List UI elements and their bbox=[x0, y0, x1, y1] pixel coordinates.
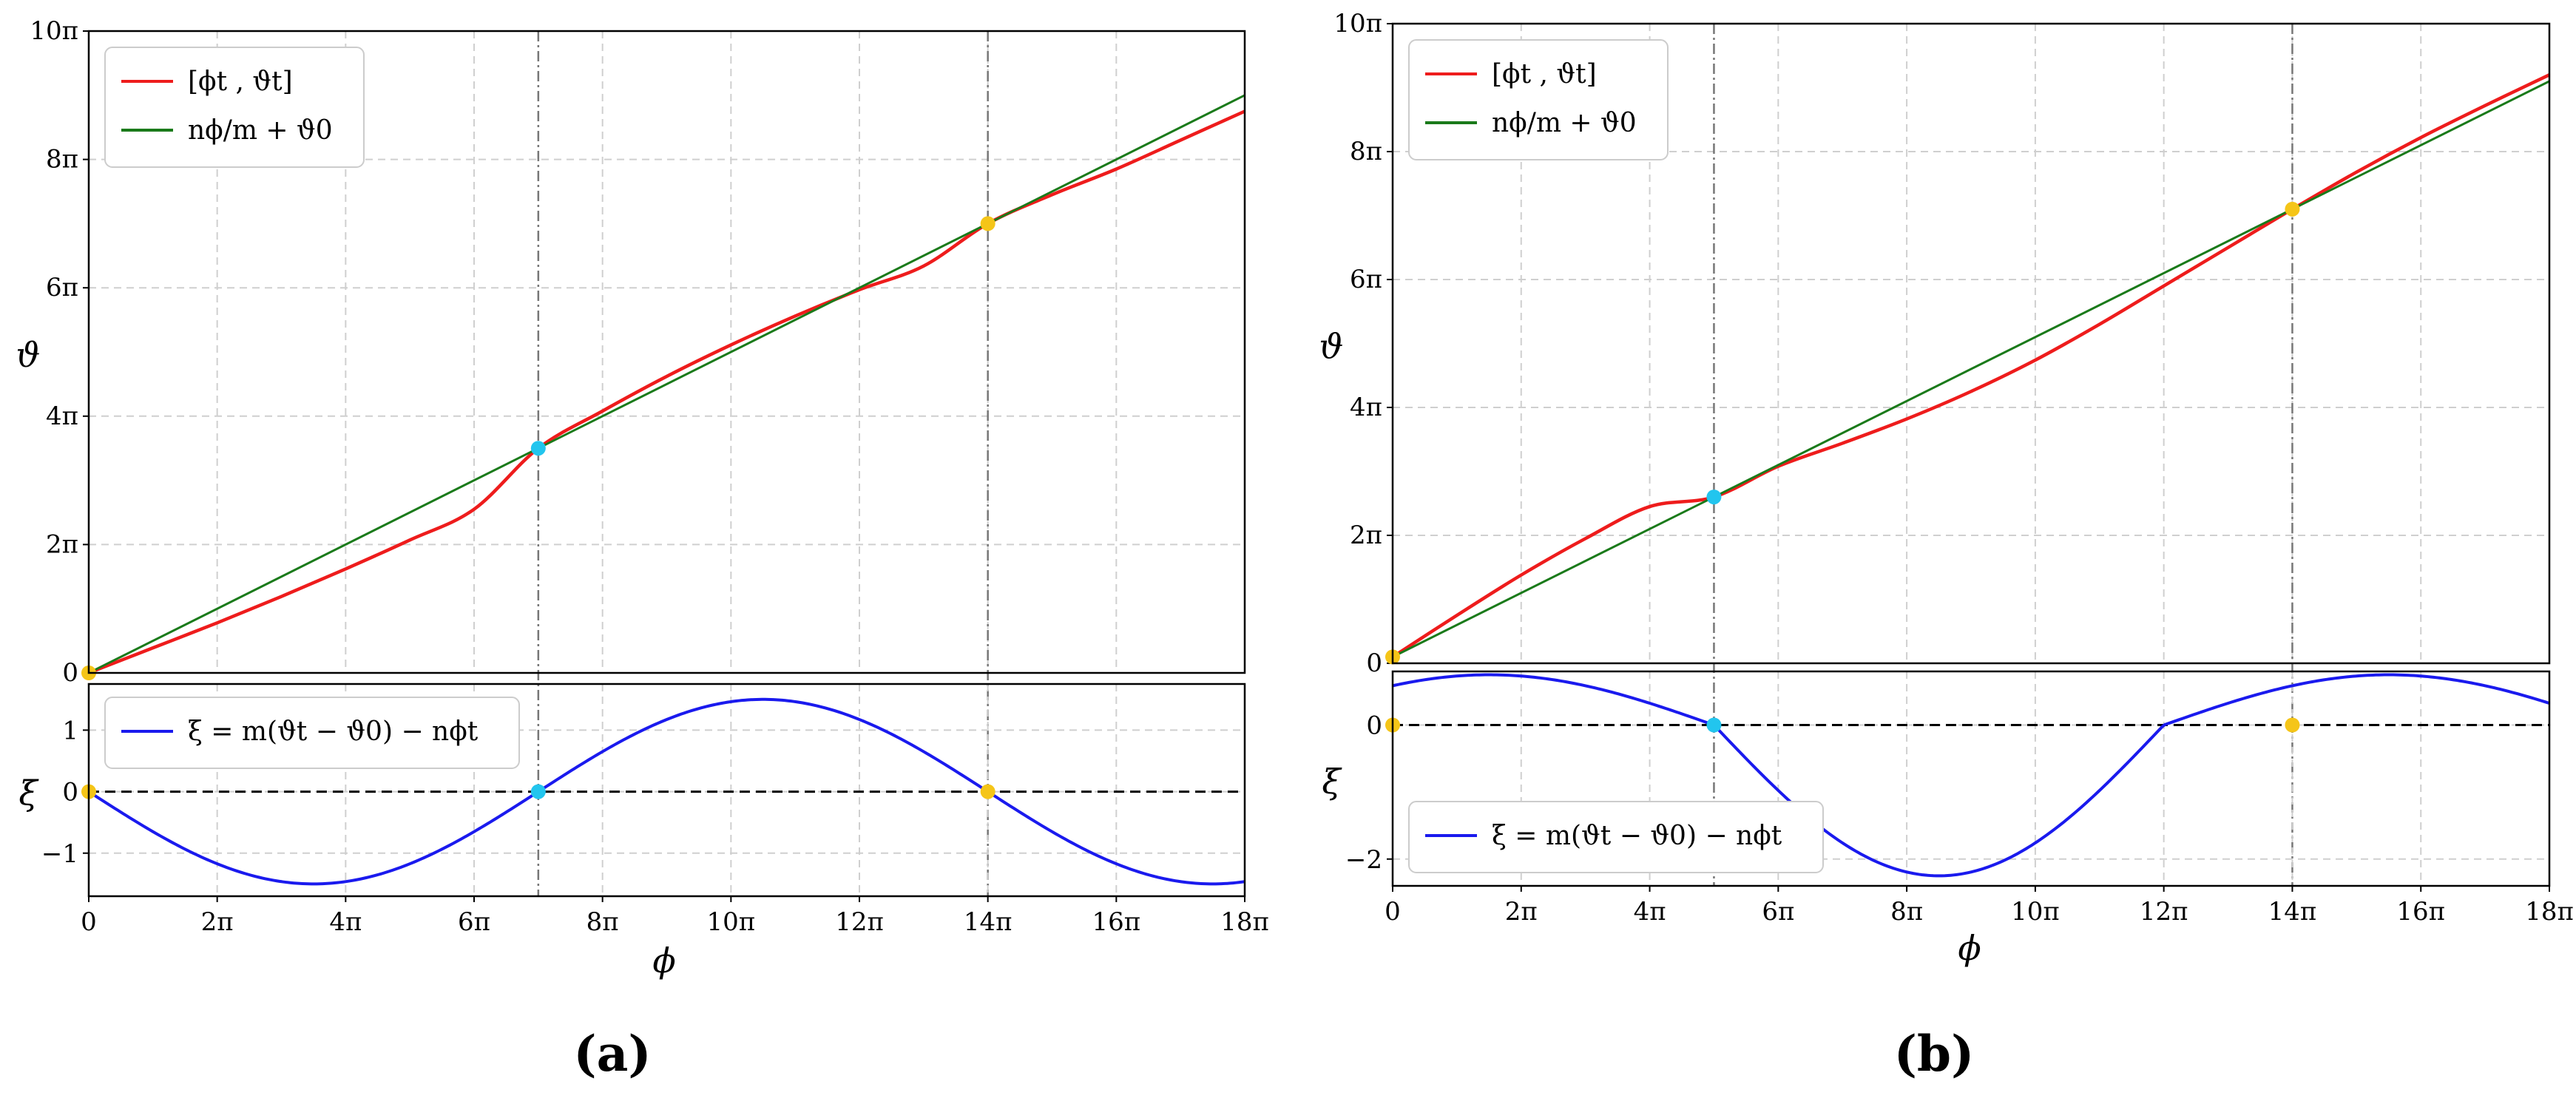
xi-curve bbox=[1392, 673, 2550, 878]
panel-b-top-plot: 0 2π 4π 6π 8π 10π [ϕt , ϑt] nϕ/m + ϑ0 ϑ bbox=[1319, 9, 2551, 886]
legend-box bbox=[1408, 801, 1824, 873]
top-y-axis-label: ϑ bbox=[1319, 327, 1344, 367]
top-plot-frame bbox=[1391, 22, 2551, 665]
panel-b-bottom-plot: −2 0 ξ = m(ϑt − ϑ0) − nϕt ξ bbox=[1322, 670, 2551, 887]
top-y-tick-label-0: 0 bbox=[1366, 648, 1382, 678]
trajectory-line bbox=[1391, 73, 2550, 659]
legend-label-linear: nϕ/m + ϑ0 bbox=[188, 115, 333, 146]
top-y-tick-label-1: 2π bbox=[46, 529, 78, 559]
legend-label-xi: ξ = m(ϑt − ϑ0) − nϕt bbox=[188, 717, 479, 747]
x-tick-label-8: 16π bbox=[1092, 907, 1141, 937]
legend-label-linear: nϕ/m + ϑ0 bbox=[1492, 108, 1637, 138]
x-tick-label-7: 14π bbox=[964, 907, 1013, 937]
bottom-y-tick-label-0: −1 bbox=[41, 839, 78, 869]
x-tick-label-6: 12π bbox=[835, 907, 884, 937]
x-tick-label-1: 2π bbox=[1505, 897, 1538, 927]
legend-box bbox=[1408, 39, 1669, 160]
xi-curve bbox=[87, 697, 1245, 886]
panel-a-x-ticks: 0 2π 4π 6π 8π 10π 12π 14π 16π 18π bbox=[81, 896, 1269, 937]
panel-a-x-axis-label: ϕ bbox=[652, 941, 675, 981]
panel-b-x-axis-label: ϕ bbox=[1958, 928, 1981, 968]
trajectory-line bbox=[88, 109, 1245, 675]
legend-label-traj: [ϕt , ϑt] bbox=[1492, 59, 1597, 89]
legend-label-xi: ξ = m(ϑt − ϑ0) − nϕt bbox=[1492, 821, 1782, 851]
top-y-tick-label-0: 0 bbox=[62, 658, 78, 688]
top-y-tick-label-3: 6π bbox=[1350, 265, 1382, 294]
bottom-marker-cyan-1 bbox=[530, 784, 546, 799]
x-tick-label-6: 12π bbox=[2140, 897, 2188, 927]
panel-b-x-ticks: 0 2π 4π 6π 8π 10π 12π 14π 16π 18π bbox=[1385, 886, 2574, 927]
bottom-marker-yellow-2 bbox=[2285, 717, 2300, 733]
panel-a-bottom-plot: −1 0 1 ξ = m(ϑt − ϑ0) − nϕt ξ bbox=[18, 683, 1246, 898]
x-tick-label-4: 8π bbox=[1890, 897, 1923, 927]
bottom-y-axis-label: ξ bbox=[18, 773, 39, 813]
x-tick-label-5: 10π bbox=[2011, 897, 2060, 927]
bottom-y-tick-label-1: 0 bbox=[1366, 711, 1382, 741]
bottom-y-tick-label-1: 0 bbox=[62, 778, 78, 807]
top-plot-frame bbox=[87, 30, 1246, 674]
panel-a-top-plot: 0 2π 4π 6π 8π 10π [ϕt , ϑt] nϕ/m + ϑ0 ϑ bbox=[16, 16, 1246, 896]
top-y-tick-label-5: 10π bbox=[30, 16, 78, 46]
top-marker-yellow-2 bbox=[980, 216, 995, 231]
panel-a-label: (a) bbox=[573, 1025, 651, 1083]
top-marker-cyan-1 bbox=[530, 441, 546, 456]
x-tick-label-0: 0 bbox=[1385, 897, 1401, 927]
panel-b-label: (b) bbox=[1894, 1025, 1975, 1083]
legend-box bbox=[104, 697, 520, 769]
bottom-marker-cyan-1 bbox=[1706, 717, 1722, 733]
legend-label-traj: [ϕt , ϑt] bbox=[188, 67, 293, 97]
x-tick-label-4: 8π bbox=[586, 907, 619, 937]
bottom-y-tick-label-2: 1 bbox=[62, 716, 78, 745]
x-tick-label-5: 10π bbox=[707, 907, 756, 937]
bottom-plot-frame bbox=[1391, 670, 2551, 887]
top-y-axis-label: ϑ bbox=[16, 335, 41, 375]
top-y-tick-label-2: 4π bbox=[46, 402, 78, 431]
x-tick-label-0: 0 bbox=[81, 907, 97, 937]
x-tick-label-7: 14π bbox=[2268, 897, 2317, 927]
legend-box bbox=[104, 47, 365, 168]
bottom-marker-yellow-2 bbox=[980, 784, 995, 799]
bottom-y-tick-label-0: −2 bbox=[1345, 845, 1382, 875]
bottom-y-axis-label: ξ bbox=[1322, 762, 1342, 802]
linear-fit-line bbox=[1392, 80, 2550, 658]
panel-a: 0 2π 4π 6π 8π 10π [ϕt , ϑt] nϕ/m + ϑ0 ϑ −1 0 1 ξ = … bbox=[16, 16, 1269, 1083]
x-tick-label-2: 4π bbox=[1634, 897, 1666, 927]
top-marker-yellow-2 bbox=[2285, 201, 2300, 217]
top-marker-cyan-1 bbox=[1706, 490, 1722, 505]
x-tick-label-2: 4π bbox=[329, 907, 362, 937]
x-tick-label-1: 2π bbox=[201, 907, 234, 937]
x-tick-label-3: 6π bbox=[1762, 897, 1794, 927]
x-tick-label-3: 6π bbox=[458, 907, 490, 937]
top-y-tick-label-1: 2π bbox=[1350, 521, 1382, 550]
x-tick-label-9: 18π bbox=[1220, 907, 1269, 937]
x-tick-label-9: 18π bbox=[2525, 897, 2574, 927]
x-tick-label-8: 16π bbox=[2396, 897, 2445, 927]
linear-fit-line bbox=[88, 94, 1245, 674]
top-y-tick-label-2: 4π bbox=[1350, 393, 1382, 422]
top-y-tick-label-5: 10π bbox=[1333, 9, 1382, 38]
top-y-tick-label-4: 8π bbox=[1350, 137, 1382, 166]
top-y-tick-label-4: 8π bbox=[46, 145, 78, 175]
top-y-tick-label-3: 6π bbox=[46, 273, 78, 302]
bottom-plot-frame bbox=[87, 683, 1246, 898]
